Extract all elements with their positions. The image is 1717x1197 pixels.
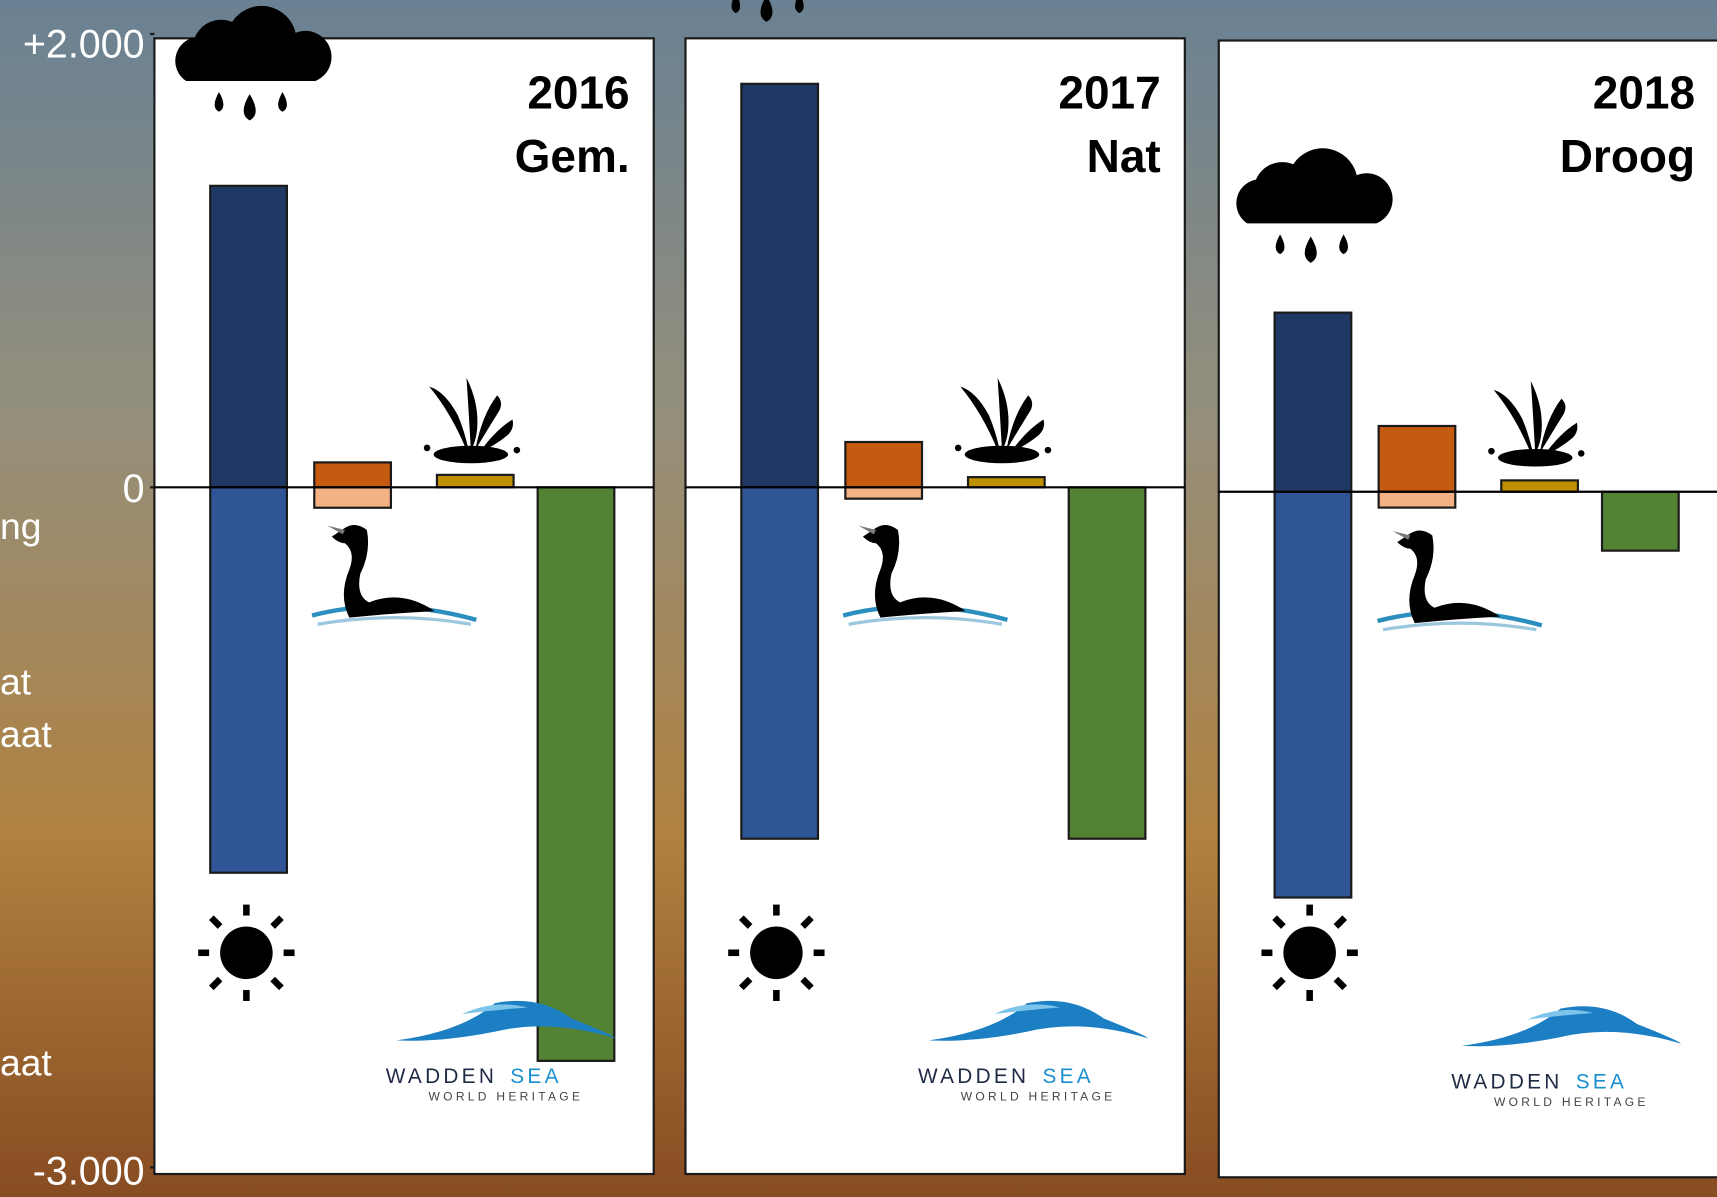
bar: [740, 486, 820, 840]
bar: [844, 486, 924, 500]
panel-title: 2016: [527, 67, 629, 119]
logo-name: WADDEN: [1451, 1071, 1562, 1094]
bar: [1377, 424, 1457, 493]
logo-name: WADDEN: [386, 1065, 497, 1088]
wadden-logo: WADDEN SEA WORLD HERITAGE: [918, 1000, 1148, 1104]
panel-subtitle: Gem.: [515, 130, 630, 182]
y-tick-label: 0: [123, 467, 145, 511]
panel-subtitle: Nat: [1087, 130, 1161, 182]
bar: [1377, 490, 1457, 509]
logo-tagline: WORLD HERITAGE: [961, 1090, 1116, 1104]
bar: [1067, 486, 1147, 840]
y-tick-label: +2.000: [23, 22, 145, 66]
logo-name: WADDEN: [918, 1065, 1029, 1088]
bar: [740, 82, 820, 489]
bar: [966, 476, 1046, 489]
panel-title: 2018: [1593, 67, 1695, 119]
bar: [209, 184, 288, 489]
logo-tagline: WORLD HERITAGE: [1494, 1095, 1649, 1109]
bar: [209, 486, 288, 874]
bar: [1273, 311, 1353, 493]
bar: [536, 486, 616, 1062]
wadden-logo: WADDEN SEA WORLD HERITAGE: [386, 1000, 616, 1104]
panel-subtitle: Droog: [1560, 130, 1695, 182]
bar: [1500, 479, 1580, 493]
y-tick-label: -3.000: [33, 1149, 145, 1193]
panel-title: 2017: [1058, 67, 1160, 119]
logo-name: SEA: [1576, 1071, 1627, 1094]
logo-tagline: WORLD HERITAGE: [429, 1090, 584, 1104]
side-label: aat: [0, 1041, 52, 1083]
bar: [313, 461, 393, 489]
logo-name: SEA: [1042, 1065, 1093, 1088]
logo-name: SEA: [510, 1065, 561, 1088]
bar: [313, 486, 393, 509]
side-label: at: [0, 660, 32, 702]
side-label: ng: [0, 505, 41, 547]
bar: [1600, 490, 1680, 552]
bar: [435, 473, 515, 489]
bar: [844, 440, 924, 489]
bar: [1273, 490, 1353, 899]
side-label: aat: [0, 713, 52, 755]
